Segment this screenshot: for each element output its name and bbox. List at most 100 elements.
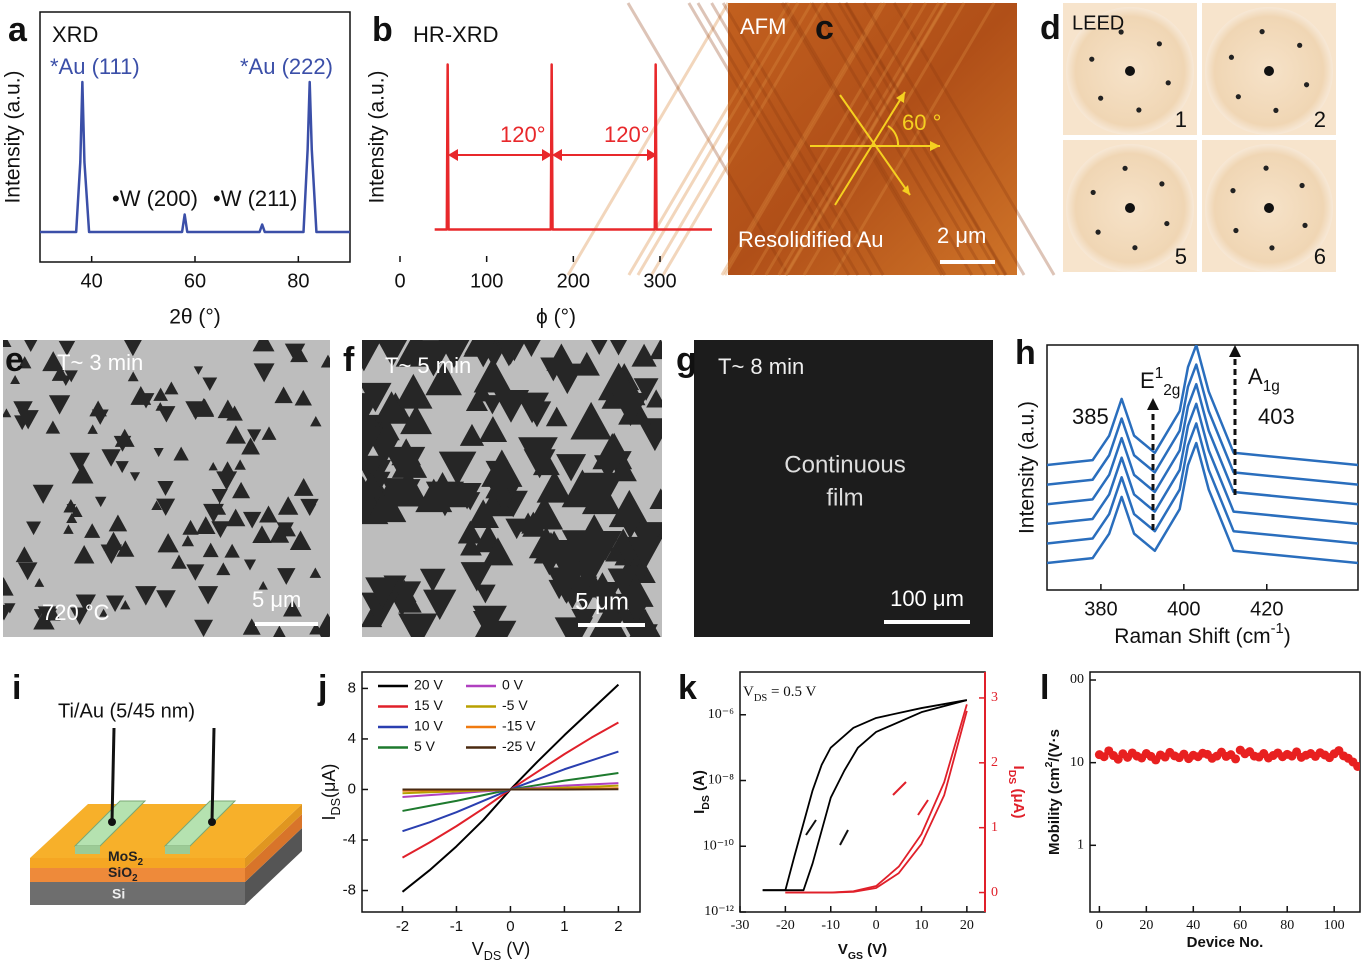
domain — [362, 607, 383, 628]
domain — [194, 619, 214, 637]
panel-label: j — [317, 669, 327, 707]
domain — [290, 345, 309, 363]
domain — [202, 542, 219, 558]
arrow-head — [1229, 345, 1241, 357]
domain — [629, 608, 661, 637]
domain — [609, 340, 628, 356]
chart-title: HR-XRD — [413, 22, 499, 47]
domain — [459, 423, 485, 446]
angle-label: 60 ° — [902, 110, 941, 135]
y-axis-label: Intensity (a.u.) — [1016, 401, 1039, 534]
line — [40, 80, 350, 234]
domain — [156, 498, 176, 516]
domain — [362, 471, 386, 497]
text-part: A — [1248, 364, 1263, 389]
domain — [473, 357, 512, 393]
domain — [550, 363, 585, 395]
afm-terrace — [723, 2, 887, 276]
x-tick-label: 100 — [1324, 918, 1345, 933]
domain — [247, 429, 262, 443]
x-tick-label: -10 — [821, 918, 840, 933]
domain — [309, 567, 322, 578]
domain — [197, 586, 219, 605]
domain — [135, 586, 157, 606]
domain — [320, 354, 330, 368]
domain — [400, 405, 432, 435]
domain — [269, 524, 290, 543]
sem-image — [694, 340, 993, 637]
line — [762, 699, 968, 892]
x-tick-label: 380 — [1084, 598, 1117, 620]
x-tick-label: 80 — [1280, 918, 1294, 933]
domain — [58, 340, 76, 356]
caption: Resolidified Au — [738, 227, 884, 252]
domain — [612, 392, 649, 427]
domain — [649, 340, 662, 360]
domain — [365, 577, 400, 609]
legend-label: 20 V — [414, 677, 443, 693]
line — [1047, 422, 1358, 545]
leed-spot — [1264, 66, 1274, 76]
domain — [618, 549, 639, 568]
domain — [33, 609, 45, 619]
annotation: 403 — [1258, 404, 1295, 429]
domain — [362, 592, 400, 628]
probe-wire — [110, 727, 116, 823]
domain — [63, 498, 79, 513]
temperature: 720 °C — [42, 600, 110, 625]
frame-number: 6 — [1314, 244, 1326, 269]
probe-tip — [208, 818, 216, 826]
domain — [369, 439, 399, 466]
domain — [573, 514, 615, 552]
domain — [225, 425, 246, 444]
domain — [64, 370, 78, 383]
domain — [646, 389, 662, 408]
domain — [294, 389, 312, 406]
domain — [94, 496, 107, 508]
domain — [649, 488, 662, 509]
sweep-arrow — [892, 781, 907, 796]
panel-label: h — [1015, 334, 1036, 372]
domain — [570, 586, 599, 612]
domain — [63, 524, 74, 534]
afm-terrace — [687, 2, 851, 276]
y2-axis-label: IDS (μA) — [1006, 766, 1027, 819]
domain — [151, 500, 162, 511]
panel-label: i — [12, 669, 21, 707]
domain — [243, 559, 257, 571]
panel-label: f — [343, 341, 355, 379]
domain — [274, 386, 293, 404]
text-part: 1 — [1155, 365, 1164, 382]
domain — [106, 595, 125, 613]
domain — [45, 420, 61, 434]
domain — [100, 544, 123, 564]
domain — [45, 606, 61, 621]
panel-label: g — [676, 341, 697, 379]
domain — [17, 562, 38, 581]
series-group — [401, 683, 620, 893]
text-part: MoS — [108, 848, 138, 864]
y-tick-label: 10⁻¹² — [704, 904, 734, 919]
domain — [607, 568, 649, 606]
leed-spot — [1299, 182, 1305, 189]
domain — [71, 463, 94, 484]
text-part: (μA) — [1010, 784, 1027, 818]
y-axis-label: Intensity (a.u.) — [366, 70, 389, 203]
growth-time: T~ 3 min — [57, 350, 143, 375]
domain — [626, 536, 662, 570]
domain — [99, 608, 109, 617]
domain — [283, 599, 302, 617]
series-group — [434, 63, 712, 231]
domain — [157, 406, 176, 423]
leed-spot — [1165, 80, 1171, 86]
domain — [289, 530, 312, 551]
domain — [282, 523, 296, 537]
afm-terrace — [824, 2, 988, 276]
x-axis-label: Device No. — [1187, 934, 1264, 951]
text-part: (μA) — [319, 764, 339, 798]
domain — [75, 594, 96, 613]
annotation: •W (211) — [213, 186, 297, 211]
y-tick-label: -8 — [343, 881, 356, 898]
y-tick-label: 0 — [348, 780, 356, 797]
sweep-arrow — [839, 829, 849, 846]
